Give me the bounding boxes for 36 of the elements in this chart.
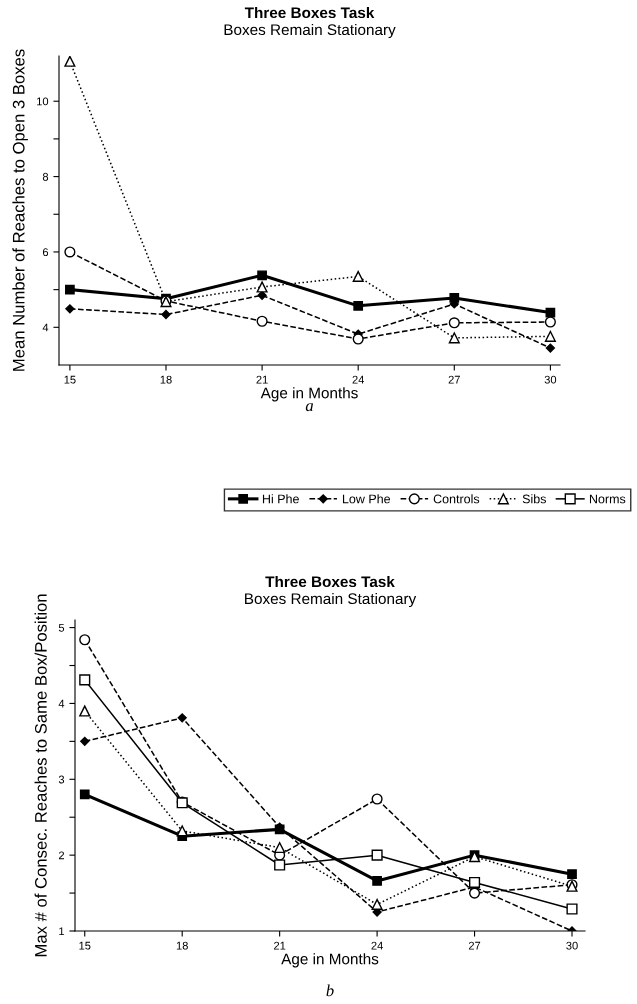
y-axis-title: Max # of Consec. Reaches to Same Box/Position: [34, 594, 47, 957]
chart-subtitle: Boxes Remain Stationary: [224, 23, 396, 39]
x-axis-title: Age in Months: [260, 387, 358, 402]
y-tick-label: 4: [42, 323, 49, 332]
chart-title: Three Boxes Task: [244, 6, 375, 19]
legend-label: Norms: [589, 494, 626, 504]
text: a: [305, 403, 314, 412]
y-tick-label: 4: [58, 699, 65, 708]
y-tick-label: 1: [59, 927, 65, 936]
legend-label: Sibs: [522, 494, 546, 504]
x-tick-label: 21: [274, 941, 286, 950]
y-tick-label: 6: [42, 248, 49, 257]
x-tick-label: 30: [566, 941, 578, 950]
x-tick-label: 15: [79, 941, 91, 950]
chart-title: Three Boxes Task: [265, 575, 395, 588]
x-tick-label: 18: [176, 941, 188, 950]
legend-label: Hi Phe: [262, 494, 299, 504]
x-tick-label: 24: [371, 941, 383, 950]
x-tick-label: 27: [468, 941, 481, 950]
x-axis-title: Age in Months: [281, 953, 379, 968]
x-tick-label: 24: [352, 375, 365, 384]
y-tick-label: 8: [42, 172, 49, 181]
legend-label: Controls: [433, 494, 480, 504]
text: b: [326, 984, 334, 997]
y-tick-label: 5: [58, 623, 65, 632]
legend-label: Low Phe: [342, 494, 391, 504]
y-tick-label: 3: [58, 775, 65, 784]
x-tick-label: 27: [448, 375, 460, 384]
y-axis-title: Mean Number of Reaches to Open 3 Boxes: [12, 49, 28, 371]
x-tick-label: 15: [64, 375, 76, 384]
y-tick-label: 2: [58, 851, 65, 860]
x-tick-label: 30: [544, 375, 557, 384]
x-tick-label: 18: [160, 375, 172, 384]
chart-subtitle: Boxes Remain Stationary: [245, 592, 417, 608]
x-tick-label: 21: [256, 375, 268, 384]
y-tick-label: 10: [37, 97, 49, 106]
